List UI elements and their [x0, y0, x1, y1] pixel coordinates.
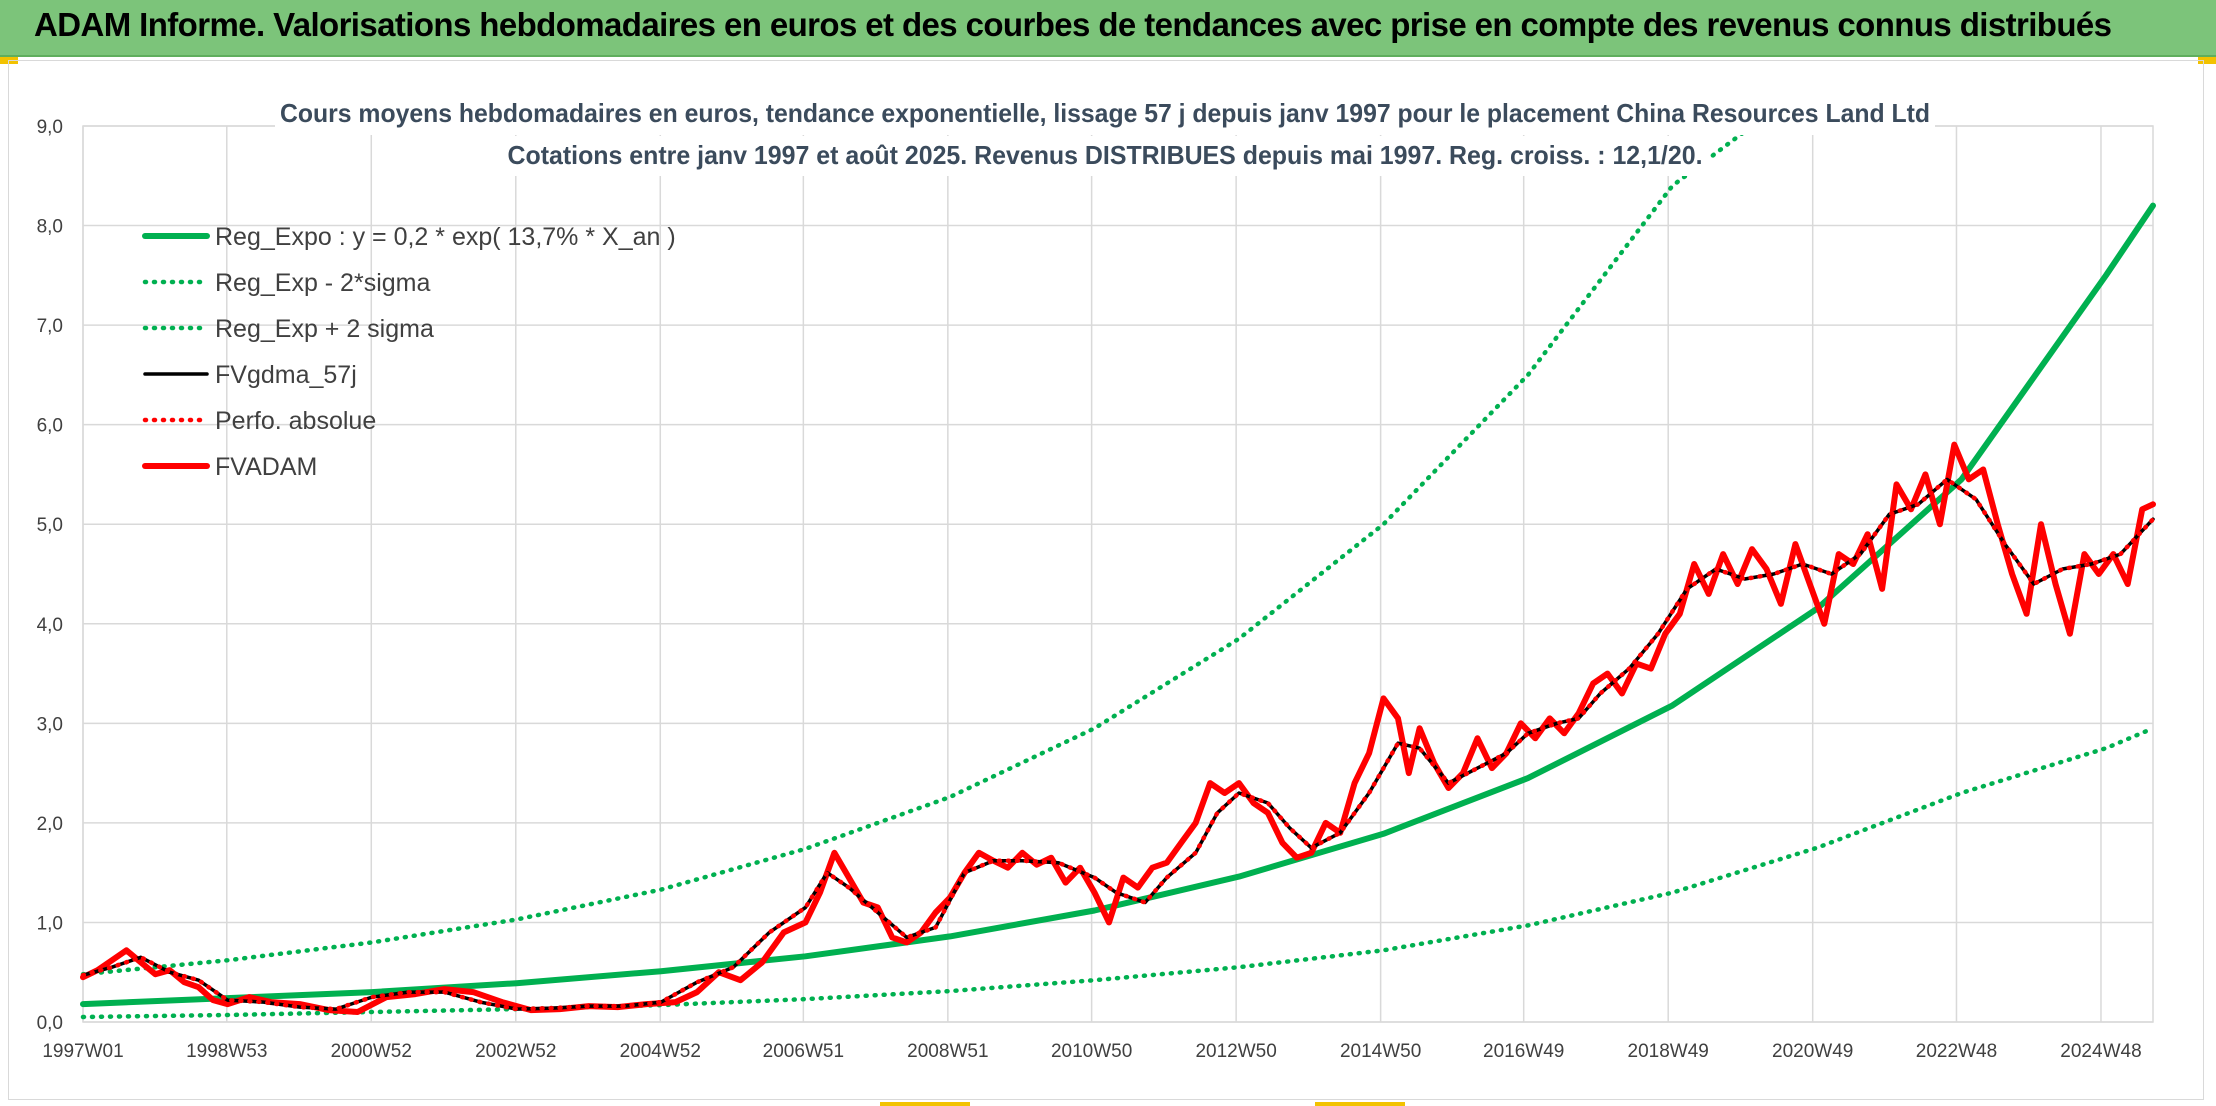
y-tick-label: 8,0: [37, 217, 63, 238]
y-tick-label: 4,0: [37, 615, 63, 636]
bottom-accent-1: [880, 1102, 970, 1106]
y-tick-label: 2,0: [37, 814, 63, 835]
corner-marker-right: [2198, 57, 2216, 64]
series-line: [80, 123, 1755, 977]
legend-label: Reg_Exp + 2 sigma: [215, 315, 434, 343]
y-tick-label: 0,0: [37, 1013, 63, 1034]
y-tick-label: 3,0: [37, 714, 63, 735]
legend: Reg_Expo : y = 0,2 * exp( 13,7% * X_an )…: [142, 223, 676, 481]
legend-label: FVgdma_57j: [215, 361, 357, 389]
chart-subtitle: Cotations entre janv 1997 et août 2025. …: [508, 140, 1703, 170]
x-tick-label: 2002W52: [475, 1041, 556, 1062]
x-axis-ticks: 1997W01 1998W53 2000W52 2002W52 2004W52 2006W…: [42, 1041, 2141, 1062]
x-tick-label: 2022W48: [1916, 1041, 1997, 1062]
series-lines: [80, 123, 2156, 1020]
x-tick-label: 2014W50: [1340, 1041, 1421, 1062]
series-line: [80, 726, 2156, 1020]
x-tick-label: 2016W49: [1483, 1041, 1564, 1062]
y-tick-label: 9,0: [37, 117, 63, 138]
x-tick-label: 2008W51: [907, 1041, 988, 1062]
x-tick-label: 2024W48: [2060, 1041, 2141, 1062]
title-banner: ADAM Informe. Valorisations hebdomadaire…: [0, 0, 2216, 57]
series-line: [80, 441, 2156, 1015]
x-tick-label: 2020W49: [1772, 1041, 1853, 1062]
x-tick-label: 1998W53: [186, 1041, 267, 1062]
chart-subtitle-bg: [500, 136, 1710, 176]
chart-frame: [8, 60, 2204, 1100]
y-axis-ticks: 0,0 1,0 2,0 3,0 4,0 5,0 6,0 7,0 8,0 9,0: [37, 117, 63, 1034]
y-tick-label: 1,0: [37, 913, 63, 934]
report-title: ADAM Informe. Valorisations hebdomadaire…: [34, 6, 2112, 43]
y-tick-label: 7,0: [37, 316, 63, 337]
y-tick-label: 5,0: [37, 515, 63, 536]
x-tick-label: 2004W52: [620, 1041, 701, 1062]
legend-label: Reg_Expo : y = 0,2 * exp( 13,7% * X_an ): [215, 223, 676, 251]
x-tick-label: 2006W51: [763, 1041, 844, 1062]
x-tick-label: 2018W49: [1628, 1041, 1709, 1062]
bottom-accent-2: [1315, 1102, 1405, 1106]
chart-title: Cours moyens hebdomadaires en euros, ten…: [280, 98, 1930, 128]
series-line: [80, 477, 2156, 1012]
legend-label: Perfo. absolue: [215, 407, 376, 435]
x-tick-label: 1997W01: [42, 1041, 123, 1062]
x-tick-label: 2000W52: [331, 1041, 412, 1062]
legend-label: Reg_Exp - 2*sigma: [215, 269, 430, 297]
x-tick-label: 2010W50: [1051, 1041, 1132, 1062]
y-tick-label: 6,0: [37, 416, 63, 437]
legend-label: FVADAM: [215, 453, 317, 481]
x-tick-label: 2012W50: [1195, 1041, 1276, 1062]
chart-title-bg: [275, 95, 1935, 135]
